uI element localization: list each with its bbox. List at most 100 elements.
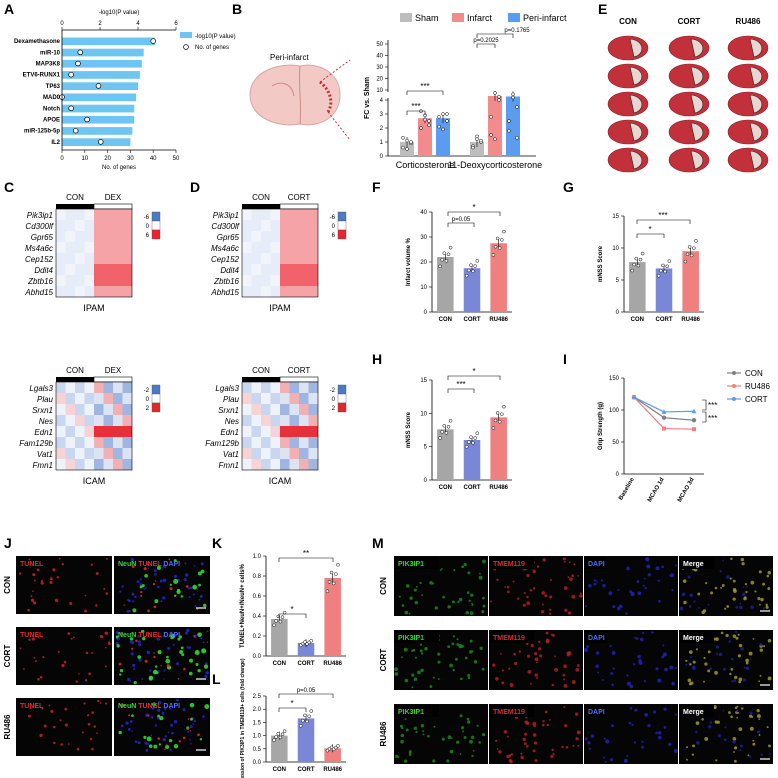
sig-bracket — [406, 110, 426, 115]
data-point — [638, 257, 643, 262]
stain-dot — [518, 650, 521, 653]
heat-cell — [65, 426, 75, 437]
heat-cell — [299, 242, 309, 253]
data-point — [282, 729, 287, 733]
data-point — [493, 244, 498, 249]
stain-dot — [190, 717, 193, 721]
bar — [655, 268, 673, 312]
stain-dot — [668, 742, 672, 746]
stain-dot — [762, 582, 766, 586]
gene-label: Ms4a6c — [211, 244, 239, 253]
stain-dot — [742, 586, 745, 589]
stain-dot — [39, 733, 43, 737]
category-label: RU486 — [489, 485, 508, 491]
gene-label: Plau — [223, 395, 240, 404]
group-label: CON — [252, 366, 270, 375]
stain-dot — [734, 675, 738, 680]
stain-dot — [166, 664, 170, 668]
heat-cell — [251, 231, 261, 242]
stain-dot — [637, 654, 641, 659]
stain-dot — [571, 594, 576, 599]
heat-cell — [280, 209, 290, 220]
bar — [271, 619, 288, 656]
group-label: CORT — [288, 193, 311, 202]
heat-cell — [270, 426, 280, 437]
channel-label: Merge — [683, 561, 704, 568]
infarct-region — [749, 150, 763, 170]
y-tick-label: 50 — [376, 42, 383, 48]
heat-cell — [75, 231, 85, 242]
stain-dot — [153, 655, 156, 659]
stain-dot — [143, 735, 147, 739]
data-point — [497, 98, 501, 102]
stain-dot — [545, 631, 549, 635]
stain-dot — [588, 583, 592, 588]
stain-dot — [745, 590, 748, 594]
stain-dot — [157, 700, 162, 705]
stain-dot — [159, 716, 164, 721]
stain-dot — [532, 569, 536, 574]
heat-cell — [270, 437, 280, 448]
stain-dot — [401, 656, 403, 658]
category-label: MAD0 — [43, 95, 61, 101]
heat-cell — [75, 242, 85, 253]
stain-dot — [715, 637, 719, 641]
stain-dot — [142, 636, 146, 641]
heat-cell — [103, 459, 113, 470]
heatmap-title: ICAM — [83, 476, 106, 486]
stain-dot — [760, 753, 763, 756]
data-point — [689, 253, 694, 258]
stain-dot — [78, 673, 80, 675]
category-label: CON — [273, 661, 286, 667]
heat-cell — [122, 393, 132, 404]
heat-cell — [94, 426, 104, 437]
stain-dot — [481, 609, 485, 613]
data-point — [495, 236, 500, 241]
stain-dot — [126, 609, 130, 613]
label-box — [680, 705, 714, 717]
stain-dot — [728, 640, 732, 643]
sig-bracket — [702, 399, 707, 411]
micrograph-tunel — [16, 627, 112, 685]
stain-dot — [200, 637, 203, 640]
stain-dot — [40, 581, 44, 585]
heat-cell — [289, 209, 299, 220]
y-tick-label: 10 — [420, 285, 427, 291]
data-point — [305, 719, 309, 724]
scale-swatch — [337, 402, 347, 413]
stain-dot — [467, 720, 471, 724]
stain-dot — [506, 585, 510, 589]
stain-dot — [730, 557, 733, 561]
data-point — [445, 112, 449, 116]
heat-cell — [56, 426, 66, 437]
top-tick-label: 0 — [60, 21, 64, 27]
heat-cell — [113, 253, 123, 264]
stain-dot — [465, 610, 469, 615]
data-point — [493, 137, 497, 141]
stain-dot — [765, 604, 768, 607]
data-point — [448, 418, 453, 423]
stain-dot — [154, 573, 157, 576]
bar — [463, 440, 481, 480]
heat-cell — [308, 242, 318, 253]
stain-dot — [470, 735, 475, 740]
stain-dot — [76, 747, 80, 751]
stain-dot — [642, 631, 645, 635]
heat-cell — [75, 426, 85, 437]
infarct-region — [690, 38, 704, 58]
stain-dot — [137, 635, 140, 638]
sig-bracket — [447, 388, 475, 393]
data-point — [502, 229, 506, 234]
data-point — [469, 435, 473, 439]
stain-dot — [130, 652, 134, 656]
stain-dot — [172, 643, 175, 646]
stain-dot — [459, 753, 462, 755]
micrograph-merge — [114, 698, 210, 756]
data-point — [442, 251, 447, 255]
stain-dot — [457, 600, 460, 604]
panel-e-brain-slices: CON CORT RU486 — [607, 17, 769, 173]
panel-letter-i: I — [563, 351, 567, 367]
heat-cell — [103, 448, 113, 459]
series-point — [661, 415, 667, 420]
